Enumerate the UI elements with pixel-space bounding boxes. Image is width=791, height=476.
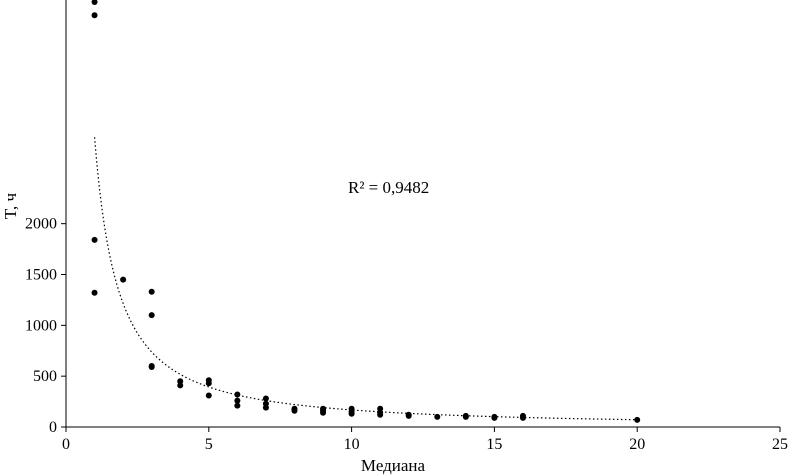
data-point: [148, 364, 155, 371]
data-point: [234, 397, 241, 404]
x-tick-label: 15: [486, 436, 502, 453]
y-tick-label: 0: [49, 419, 57, 436]
y-tick-label: 1000: [25, 317, 57, 334]
y-axis-title: T, ч: [1, 192, 20, 219]
data-point: [434, 413, 441, 420]
data-point: [234, 391, 241, 398]
y-axis-ticks: 0 500 1000 1500 2000: [25, 216, 66, 436]
data-point: [148, 288, 155, 295]
x-tick-label: 25: [772, 436, 788, 453]
data-point: [320, 409, 327, 416]
data-point: [148, 312, 155, 319]
data-point: [519, 414, 526, 421]
data-point: [91, 289, 98, 296]
data-point: [348, 410, 355, 417]
data-point: [634, 416, 641, 423]
x-axis-title: Медиана: [361, 456, 426, 475]
data-point: [262, 404, 269, 411]
y-tick-label: 500: [33, 368, 57, 385]
x-tick-label: 10: [344, 436, 360, 453]
data-point: [405, 412, 412, 419]
data-point: [205, 392, 212, 399]
trendline: [93, 137, 638, 421]
x-axis-ticks: 0 5 10 15 20 25: [62, 427, 788, 453]
data-point: [491, 414, 498, 421]
y-tick-label: 1500: [25, 267, 57, 284]
data-point: [377, 411, 384, 418]
x-tick-label: 0: [62, 436, 70, 453]
x-tick-label: 20: [629, 436, 645, 453]
data-point: [205, 380, 212, 387]
data-point: [462, 413, 469, 420]
data-point: [91, 12, 98, 19]
r-squared-annotation: R² = 0,9482: [348, 178, 429, 197]
data-point: [120, 276, 127, 283]
data-points: [91, 0, 641, 423]
data-point: [177, 382, 184, 389]
x-tick-label: 5: [205, 436, 213, 453]
data-point: [291, 407, 298, 414]
data-point: [91, 236, 98, 243]
data-point: [262, 395, 269, 402]
y-tick-label: 2000: [25, 216, 57, 233]
data-point: [234, 402, 241, 409]
data-point: [91, 0, 98, 6]
